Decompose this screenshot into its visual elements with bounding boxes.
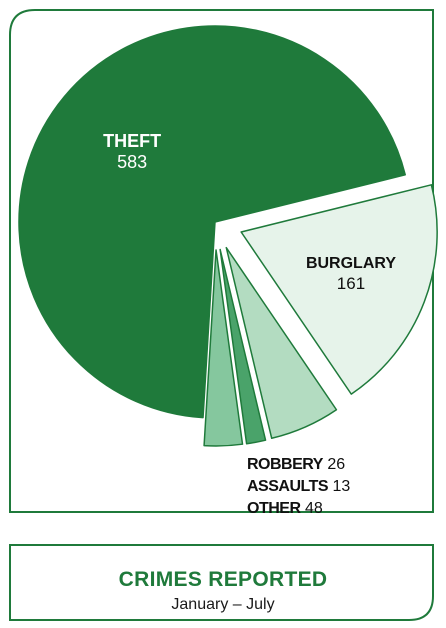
chart-title: CRIMES REPORTED (118, 568, 328, 591)
slice-value-theft: 583 (117, 152, 147, 172)
chart-frame (9, 9, 434, 513)
legend-robbery-label: ROBBERY (247, 456, 323, 473)
legend-robbery-value: 26 (327, 456, 346, 473)
slice-other (225, 246, 338, 440)
legend-assaults-label: ASSAULTS (247, 478, 329, 495)
caption-frame (9, 544, 434, 621)
slice-burglary (240, 184, 438, 395)
legend-assaults-value: 13 (332, 478, 351, 495)
slice-label-theft: THEFT (103, 131, 161, 151)
legend-item-robbery: ROBBERY 26 (247, 454, 345, 476)
slice-robbery (203, 249, 244, 447)
slice-value-burglary: 161 (337, 274, 365, 293)
slice-label-burglary: BURGLARY (306, 255, 396, 272)
legend-other-label: OTHER (247, 500, 301, 517)
legend-item-assaults: ASSAULTS 13 (247, 476, 350, 498)
chart-subtitle: January – July (171, 596, 275, 613)
legend-other-value: 48 (304, 500, 323, 517)
pie-slices (18, 25, 438, 447)
legend-item-other: OTHER 48 (247, 498, 323, 520)
slice-theft (18, 25, 406, 419)
slice-assaults (219, 248, 267, 445)
